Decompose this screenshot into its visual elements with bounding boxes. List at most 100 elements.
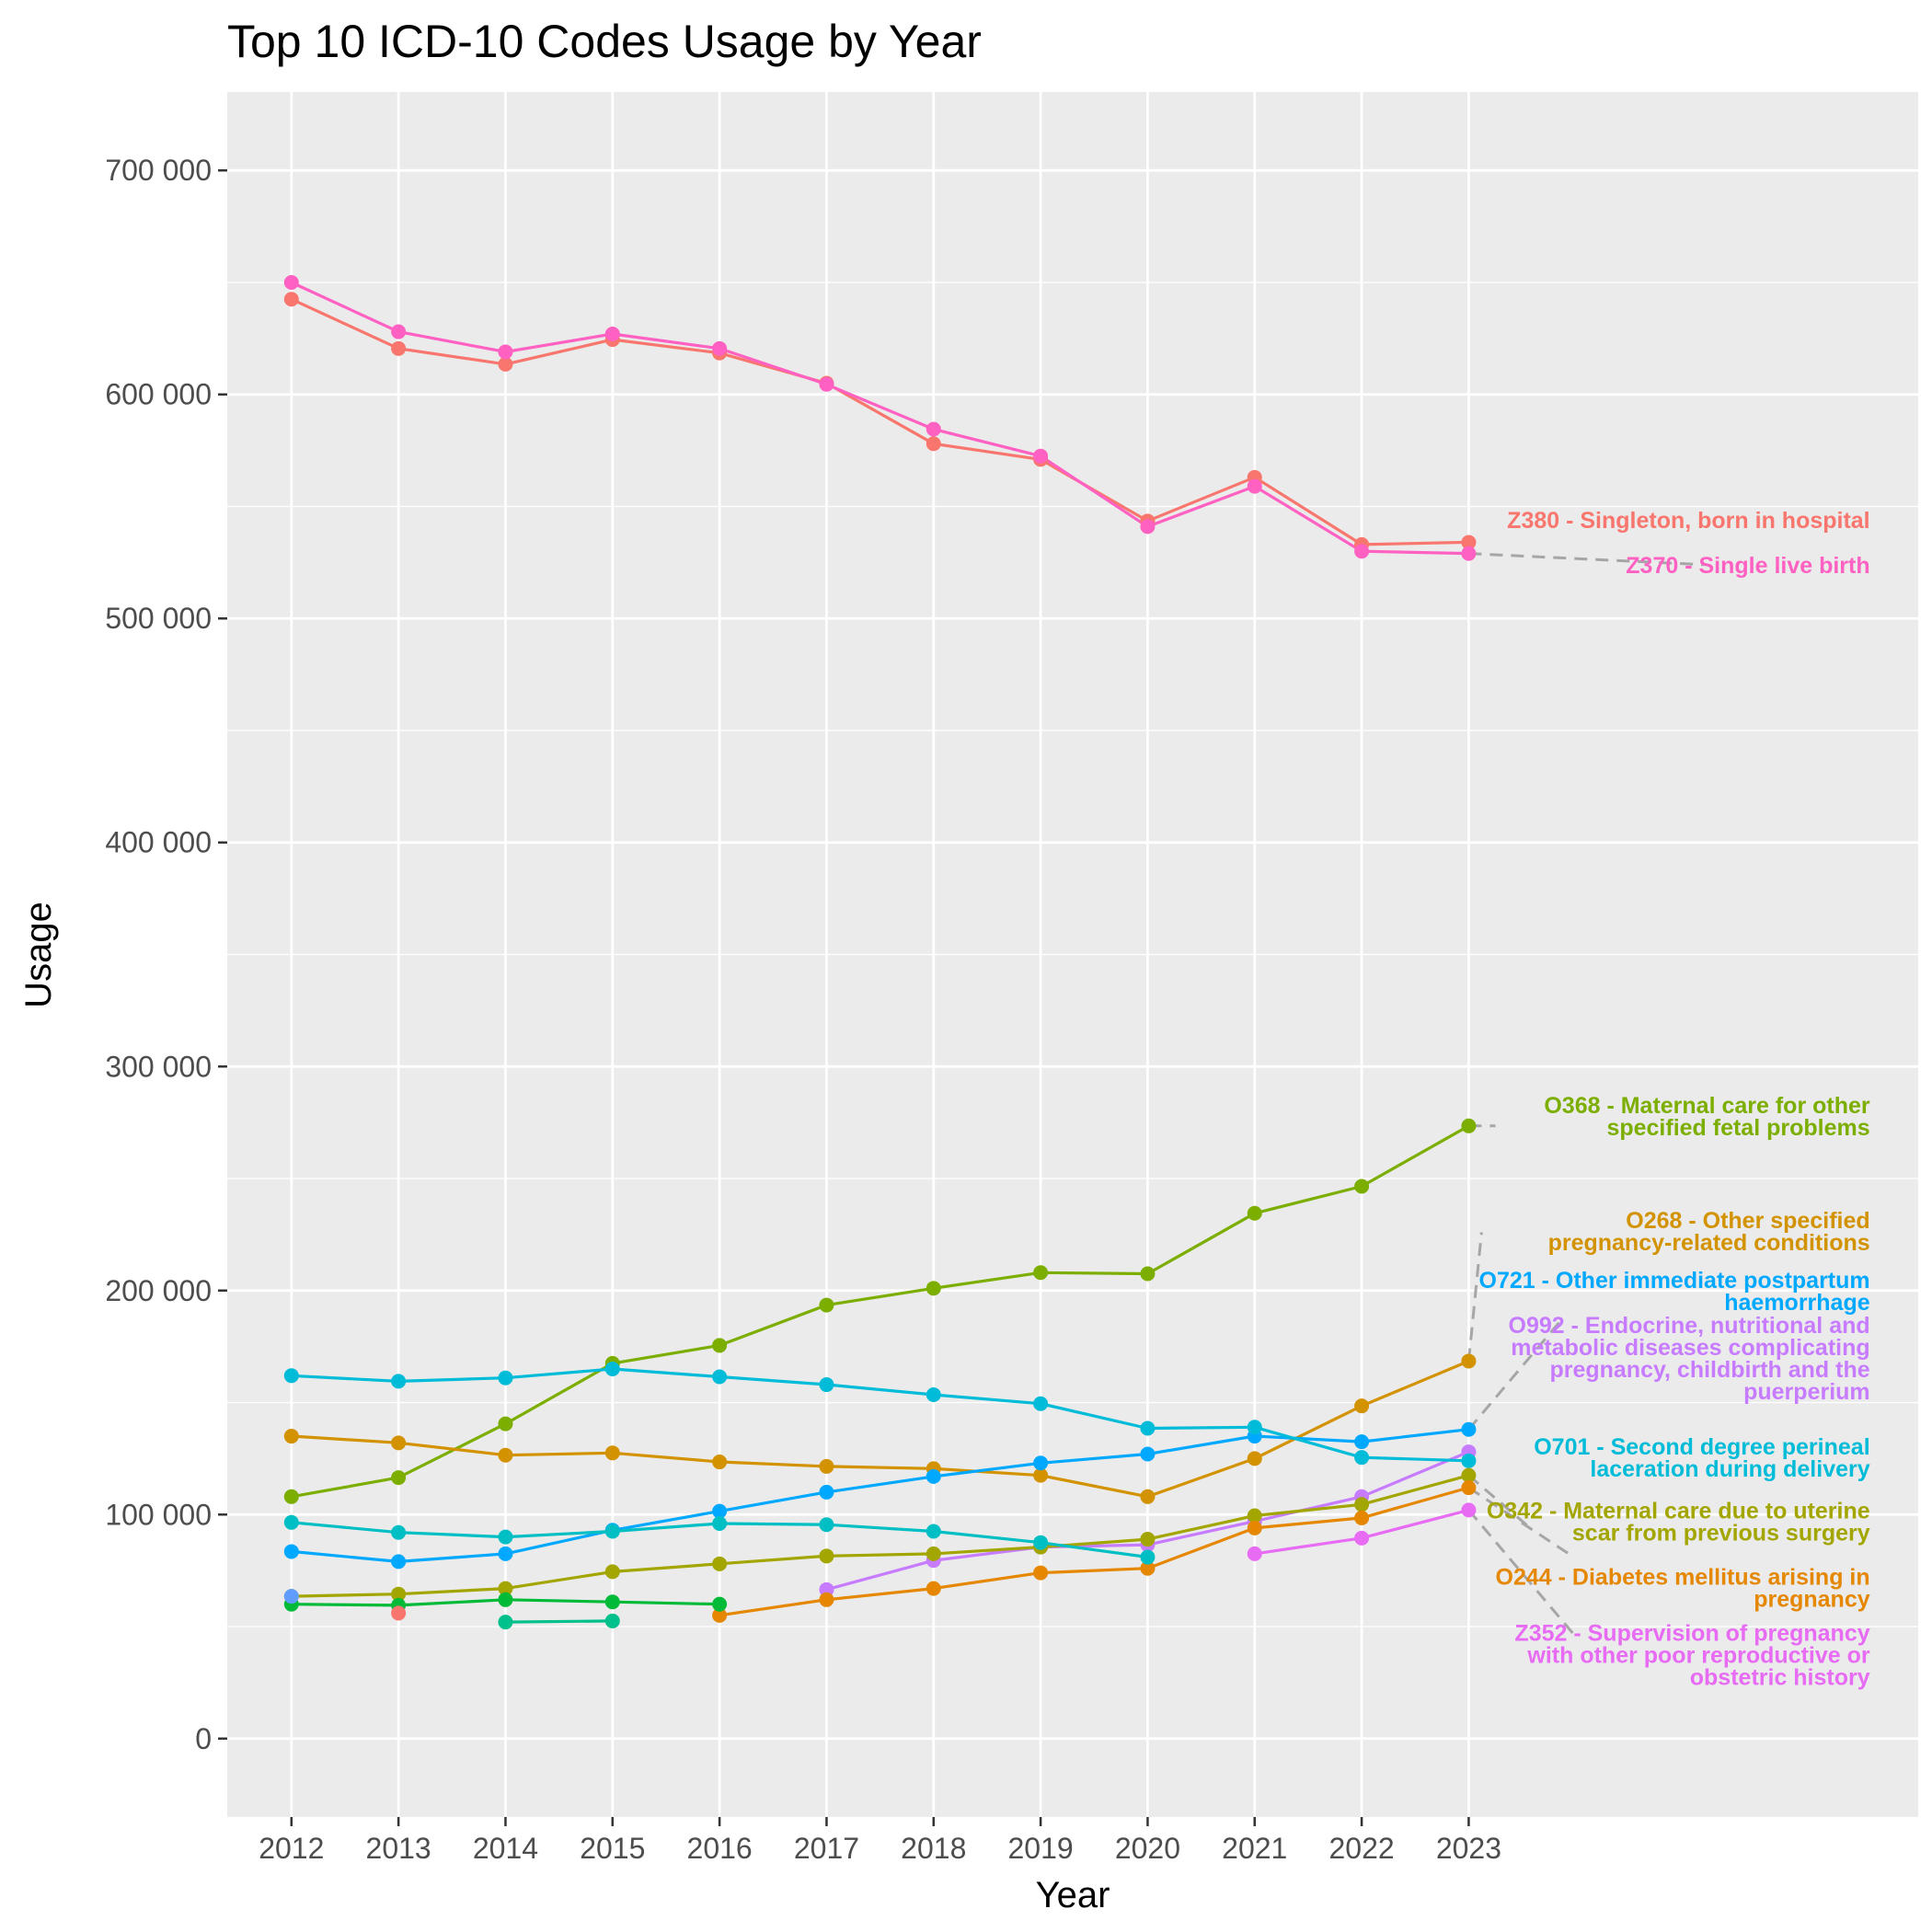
data-point	[1354, 1530, 1370, 1546]
data-point	[283, 292, 299, 307]
data-point	[391, 1554, 407, 1570]
y-tick-label: 300 000	[105, 1050, 212, 1083]
y-tick-label: 0	[195, 1722, 212, 1755]
data-point	[819, 376, 834, 392]
data-point	[1354, 1497, 1370, 1512]
series-label: O992 - Endocrine, nutritional and metabol…	[1509, 1313, 1870, 1405]
data-point	[1461, 1467, 1477, 1483]
data-point	[604, 1594, 620, 1610]
series-label: Z352 - Supervision of pregnancy with othe…	[1514, 1620, 1869, 1690]
data-point	[1247, 1546, 1262, 1561]
data-point	[498, 1529, 513, 1545]
x-tick-label: 2019	[1008, 1832, 1074, 1865]
x-tick-label: 2020	[1115, 1832, 1180, 1865]
data-point	[926, 1468, 941, 1484]
data-point	[1247, 1508, 1262, 1524]
series-label-line: O992 - Endocrine, nutritional and	[1509, 1313, 1870, 1339]
x-tick-label: 2014	[473, 1832, 538, 1865]
data-point	[498, 1370, 513, 1386]
data-point	[1354, 1434, 1370, 1450]
series-line	[291, 1360, 1470, 1499]
x-tick-label: 2016	[687, 1832, 753, 1865]
data-point	[498, 1416, 513, 1432]
data-point	[283, 274, 299, 290]
series-label-line: obstetric history	[1690, 1664, 1870, 1690]
data-point	[819, 1484, 834, 1500]
data-point	[926, 436, 941, 452]
series-line	[291, 281, 1469, 556]
data-point	[926, 421, 941, 437]
data-point	[1354, 1398, 1370, 1414]
data-point	[498, 1592, 513, 1607]
label-leader-lines	[1466, 552, 1705, 1638]
x-tick-label: 2012	[259, 1832, 324, 1865]
data-point	[283, 1368, 299, 1384]
data-point	[283, 1544, 299, 1559]
data-point	[926, 1581, 941, 1596]
series-label-line: O701 - Second degree perineal	[1534, 1434, 1869, 1460]
data-point	[926, 1524, 941, 1539]
data-point	[391, 1524, 407, 1540]
series-label-line: scar from previous surgery	[1572, 1521, 1870, 1547]
data-point	[604, 1445, 620, 1461]
series-label: O368 - Maternal care for other specified …	[1544, 1093, 1870, 1141]
data-point	[1354, 544, 1370, 559]
data-point	[712, 1596, 728, 1612]
series-line	[291, 1367, 1469, 1463]
label-leader-line	[1467, 1509, 1577, 1638]
data-point	[1140, 1266, 1156, 1282]
data-point	[1247, 1520, 1262, 1535]
data-point	[1461, 1502, 1477, 1518]
series-label-line: specified fetal problems	[1606, 1115, 1869, 1141]
data-point	[926, 1281, 941, 1296]
x-axis: 2012 2013 2014 2015 2016 2017 2018 2019 2020 2021…	[259, 1817, 1501, 1865]
data-point	[1247, 478, 1262, 494]
series-points	[283, 274, 1477, 1630]
series-label-line: O268 - Other specified	[1626, 1208, 1869, 1234]
data-point	[1461, 1118, 1477, 1133]
data-point	[391, 1374, 407, 1389]
x-tick-label: 2021	[1222, 1832, 1287, 1865]
series-label-line: O244 - Diabetes mellitus arising in	[1496, 1564, 1870, 1590]
data-point	[1461, 535, 1477, 550]
series-label-line: pregnancy, childbirth and the	[1549, 1357, 1869, 1383]
data-point	[604, 1613, 620, 1628]
data-point	[1354, 1510, 1370, 1525]
data-point	[391, 1605, 407, 1621]
data-point	[391, 340, 407, 356]
data-point	[819, 1548, 834, 1564]
data-point	[1033, 1455, 1049, 1471]
data-point	[1354, 1450, 1370, 1466]
data-point	[1033, 1467, 1049, 1483]
data-point	[819, 1581, 834, 1597]
series-line	[719, 1486, 1469, 1617]
series-line	[291, 297, 1469, 546]
series-label-line: metabolic diseases complicating	[1511, 1335, 1869, 1361]
data-point	[1033, 1265, 1049, 1281]
data-point	[604, 1564, 620, 1580]
data-point	[1140, 1446, 1156, 1462]
data-point	[1140, 519, 1156, 535]
series-label-line: with other poor reproductive or	[1526, 1642, 1870, 1668]
data-point	[1140, 1549, 1156, 1565]
data-point	[604, 1524, 620, 1539]
data-point	[926, 1546, 941, 1561]
data-point	[498, 1581, 513, 1596]
data-point	[819, 1592, 834, 1607]
label-leader-line	[1467, 1320, 1561, 1431]
series-label: O268 - Other specified pregnancy-related …	[1548, 1208, 1870, 1256]
y-tick-label: 200 000	[105, 1274, 212, 1307]
series-label: Z380 - Singleton, born in hospital	[1507, 508, 1869, 534]
series-label: Z370 - Single live birth	[1626, 553, 1869, 579]
data-point	[1247, 1420, 1262, 1435]
x-tick-label: 2018	[901, 1832, 966, 1865]
data-point	[819, 1297, 834, 1313]
y-tick-label: 500 000	[105, 602, 212, 635]
series-label-line: puerperium	[1743, 1379, 1870, 1405]
data-point	[712, 1338, 728, 1353]
series-label: O342 - Maternal care due to uterine scar …	[1487, 1499, 1870, 1547]
label-leader-line	[1467, 1474, 1529, 1527]
data-point	[1140, 1532, 1156, 1547]
data-point	[1140, 1489, 1156, 1504]
data-point	[712, 1455, 728, 1470]
